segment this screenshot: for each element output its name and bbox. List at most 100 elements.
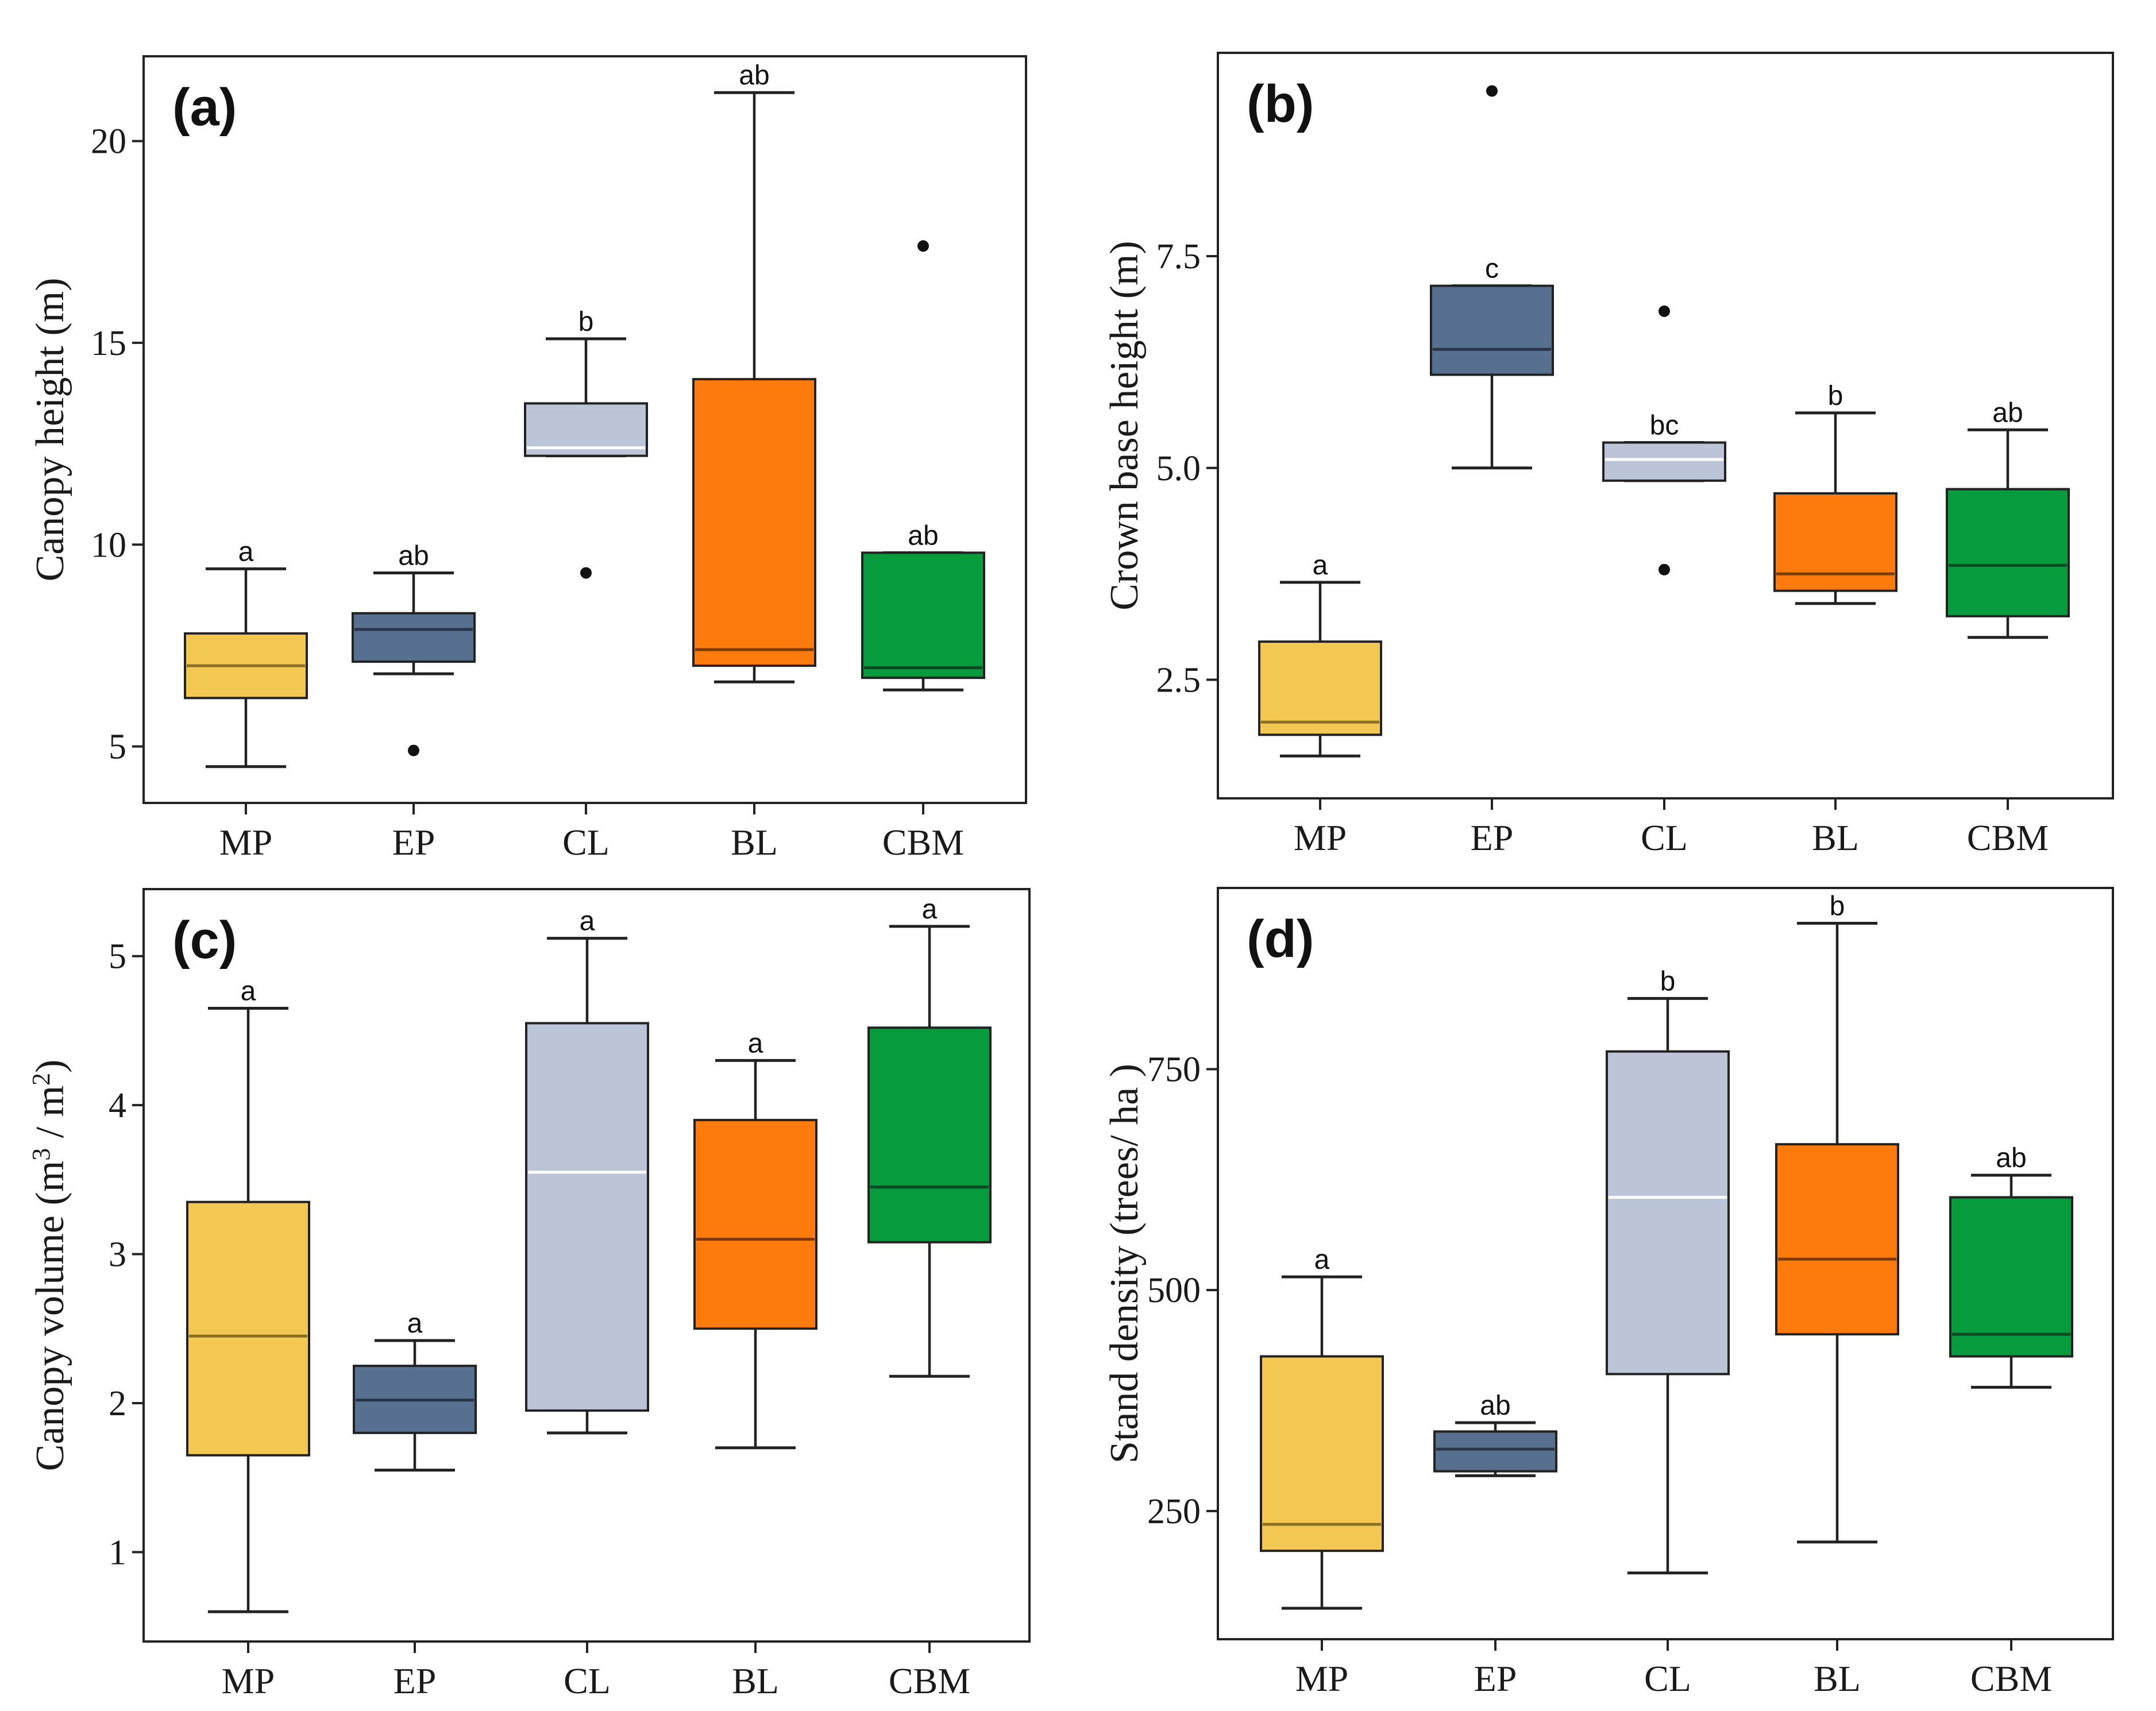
iqr-box [525,1022,649,1412]
iqr-box [1946,488,2070,617]
x-tick-label-b-2: CL [1641,817,1688,858]
y-tick-label-c-0: 1 [109,1533,126,1572]
panel-label-c: (c) [172,911,237,970]
panel-label-b: (b) [1247,75,1314,133]
y-tick-label-c-4: 5 [109,937,126,976]
significance-letter: b [1660,966,1676,997]
x-tick-label-a-1: EP [392,822,435,863]
iqr-box [352,612,476,663]
significance-letter: a [580,906,595,937]
box-b-BL: b [1773,381,1897,605]
box-b-CL: bc [1602,305,1726,576]
y-tick-label-b-0: 2.5 [1156,661,1201,700]
significance-letter: a [238,536,254,567]
significance-letter: ab [1996,1143,2026,1173]
box-d-MP: a [1260,1245,1384,1610]
outlier-point-0 [917,240,929,252]
x-tick-label-b-1: EP [1471,817,1514,858]
box-d-EP: ab [1433,1391,1557,1477]
box-c-BL: a [693,1028,817,1450]
x-tick-label-d-4: CBM [1970,1658,2052,1699]
x-tick-label-d-2: CL [1644,1658,1691,1699]
iqr-box [1606,1050,1730,1376]
iqr-box [867,1026,992,1243]
iqr-box [861,551,985,679]
significance-letter: a [241,976,256,1007]
iqr-box [693,1119,817,1330]
x-tick-label-c-3: BL [732,1660,779,1701]
outlier-point-0 [1486,85,1498,97]
y-tick-label-d-0: 250 [1147,1492,1201,1531]
significance-letter: a [922,894,938,925]
box-c-EP: a [353,1308,477,1472]
box-b-EP: c [1430,85,1554,470]
iqr-box [1260,1355,1384,1552]
box-a-CBM: ab [861,240,985,692]
iqr-box [692,378,816,667]
x-tick-label-b-3: BL [1812,817,1859,858]
x-tick-label-a-2: CL [562,822,610,863]
x-tick-label-a-3: BL [731,822,778,863]
panel-label-a: (a) [172,78,237,137]
iqr-box [1430,284,1554,376]
box-b-CBM: ab [1946,397,2070,639]
x-tick-label-c-1: EP [394,1660,437,1701]
significance-letter: ab [739,60,769,91]
box-c-CBM: a [867,894,992,1378]
box-a-EP: ab [352,540,476,756]
box-d-CL: b [1606,966,1730,1575]
y-tick-label-a-2: 15 [91,324,126,363]
x-tick-label-c-2: CL [564,1660,611,1701]
y-tick-label-a-3: 20 [91,122,126,161]
y-tick-label-a-1: 10 [91,526,126,565]
significance-letter: a [1314,1245,1330,1275]
y-axis-title-b: Crown base height (m) [1102,241,1147,610]
y-axis-title-a: Canopy height (m) [28,278,72,582]
outlier-point-0 [1659,305,1670,317]
y-tick-label-b-2: 7.5 [1156,237,1201,276]
iqr-box [1602,441,1726,482]
iqr-box [1775,1143,1899,1336]
box-a-MP: a [184,536,308,768]
significance-letter: b [1828,381,1843,411]
iqr-box [1773,492,1897,592]
x-tick-label-d-3: BL [1814,1658,1861,1699]
x-tick-label-c-4: CBM [889,1660,970,1701]
iqr-box [1258,640,1382,736]
y-axis-title-d: Stand density (trees/ ha ) [1102,1064,1147,1463]
y-tick-label-d-2: 750 [1147,1050,1201,1089]
box-b-MP: a [1258,550,1382,758]
x-tick-label-a-4: CBM [882,822,964,863]
significance-letter: a [1313,550,1328,581]
outlier-point-1 [1659,563,1670,576]
box-d-BL: b [1775,891,1899,1544]
iqr-box [1433,1430,1557,1473]
y-tick-label-c-2: 3 [109,1235,126,1274]
significance-letter: ab [1992,397,2023,428]
iqr-box [186,1200,310,1457]
box-c-CL: a [525,906,649,1435]
significance-letter: c [1485,254,1499,284]
outlier-point-0 [408,744,419,756]
y-tick-label-d-1: 500 [1147,1271,1201,1310]
significance-letter: b [578,307,594,337]
significance-letter: a [748,1028,763,1059]
panel-label-d: (d) [1247,910,1314,968]
significance-letter: ab [1480,1391,1510,1421]
significance-letter: ab [398,540,429,571]
y-tick-label-c-1: 2 [109,1384,126,1423]
significance-letter: a [407,1308,423,1339]
y-tick-label-c-3: 4 [109,1086,126,1125]
panel-frame-d [1217,887,2114,1640]
box-a-CL: b [524,307,648,579]
significance-letter: bc [1650,411,1679,441]
x-tick-label-d-1: EP [1474,1658,1517,1699]
box-a-BL: ab [692,60,816,683]
box-c-MP: a [186,976,310,1613]
x-tick-label-c-0: MP [222,1660,275,1701]
significance-letter: b [1830,891,1845,922]
box-d-CBM: ab [1949,1143,2073,1389]
outlier-point-0 [580,567,592,579]
y-tick-label-a-0: 5 [109,728,126,767]
